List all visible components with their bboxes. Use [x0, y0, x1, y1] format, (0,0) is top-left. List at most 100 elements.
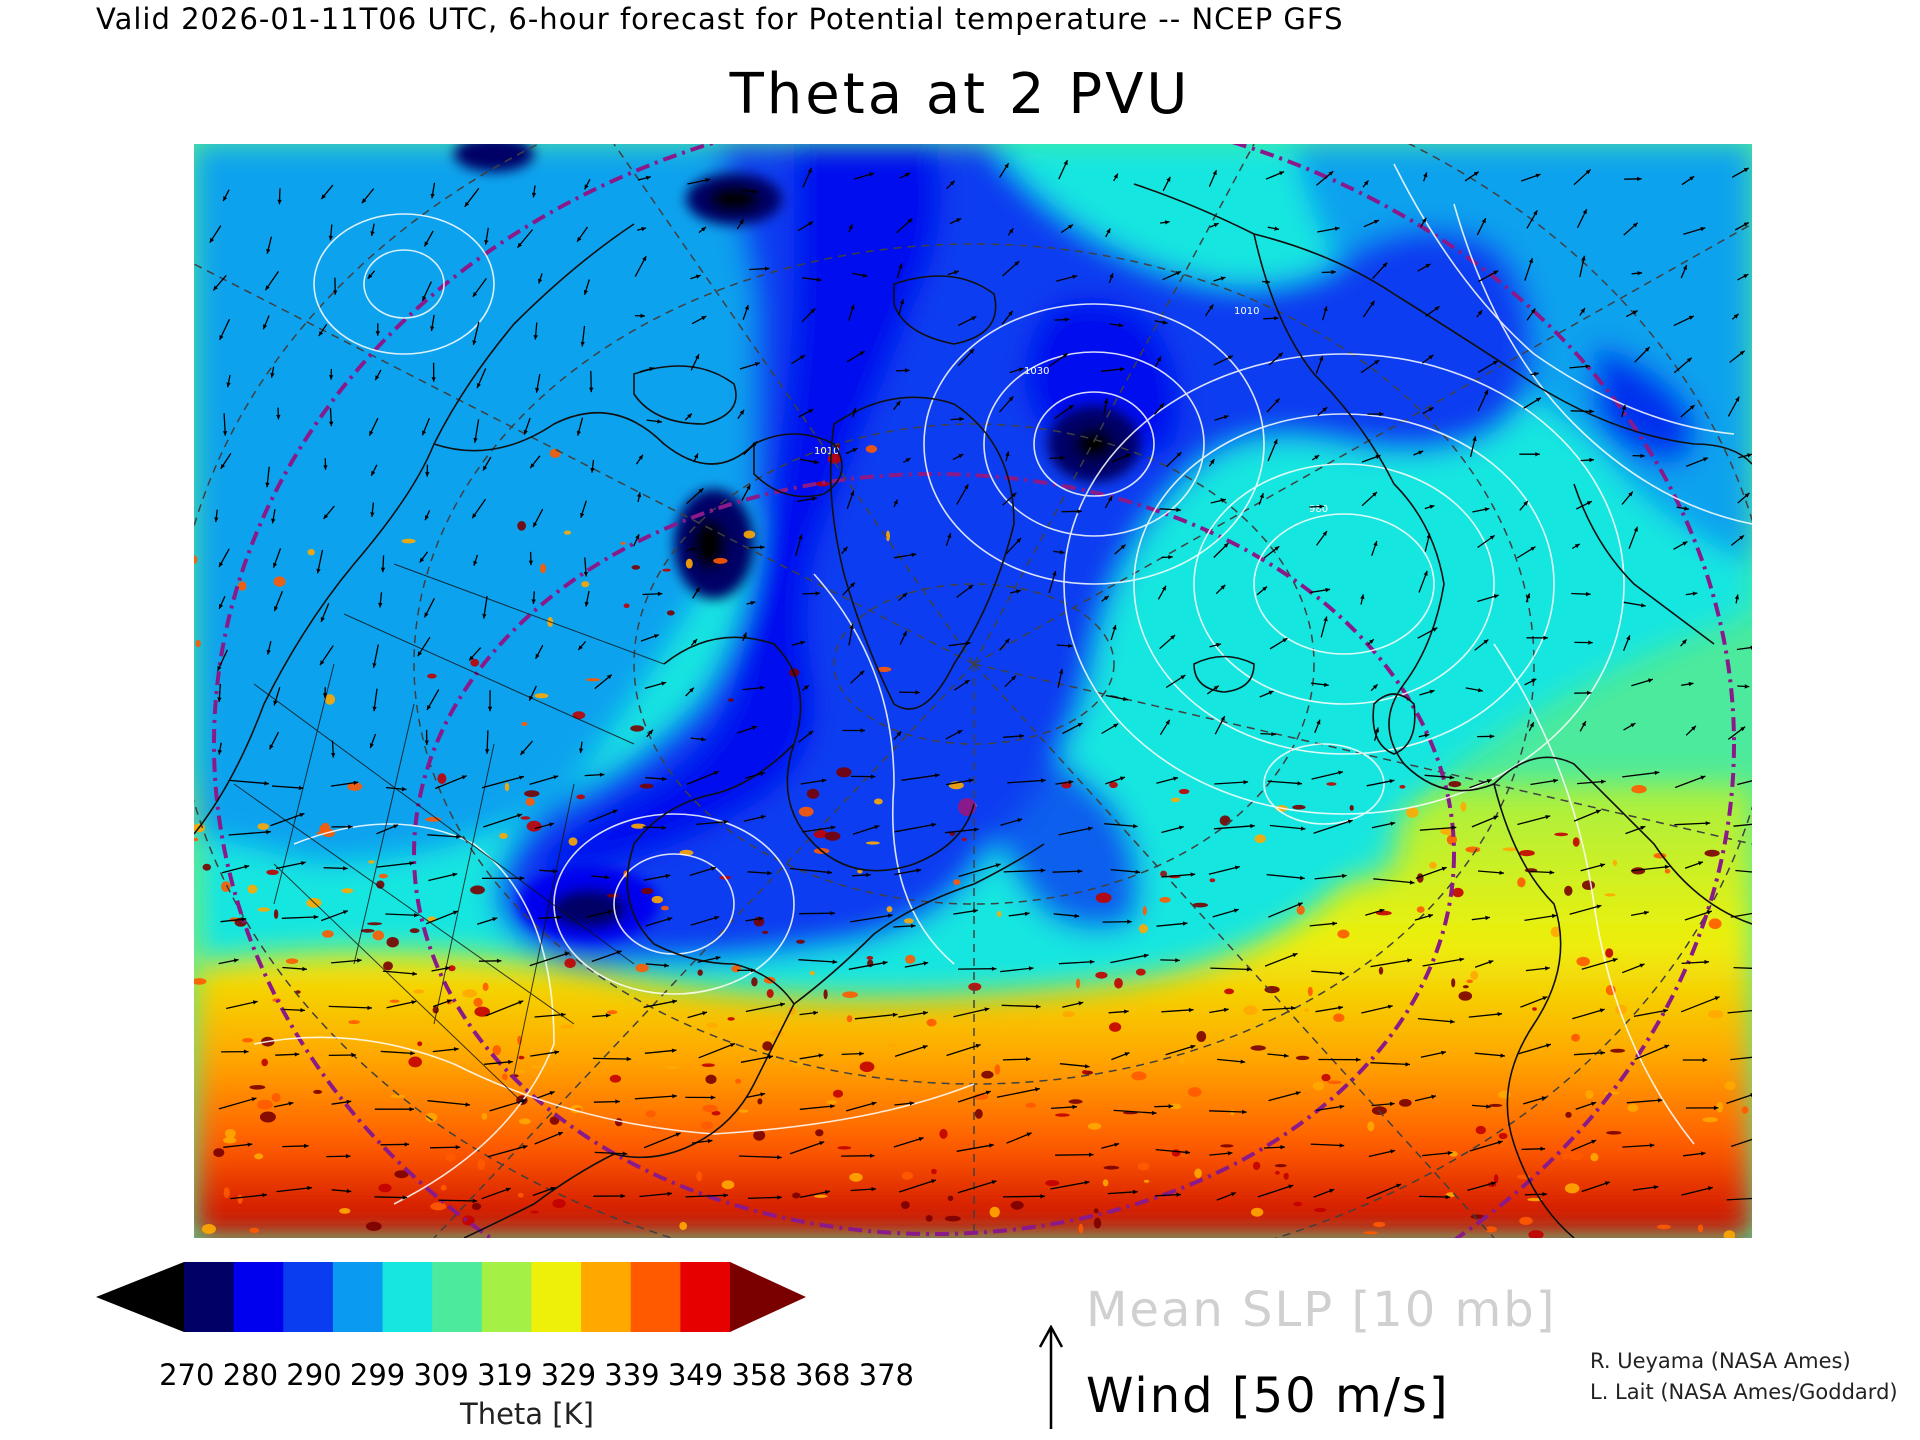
wind-vector — [438, 1198, 478, 1204]
wind-vector — [1471, 915, 1491, 921]
theta-speckle — [700, 1121, 714, 1130]
wind-vector — [690, 915, 720, 926]
wind-vector — [1309, 587, 1331, 594]
wind-vector — [1581, 958, 1618, 970]
wind-vector — [639, 1191, 673, 1198]
wind-vector — [736, 218, 745, 230]
theta-speckle — [1567, 1151, 1583, 1161]
wind-vector — [319, 645, 334, 666]
wind-vector — [1420, 217, 1427, 228]
theta-speckle — [1708, 918, 1722, 929]
wind-vector — [1007, 227, 1014, 236]
wind-vector — [212, 274, 227, 291]
wind-vector — [1685, 457, 1709, 468]
wind-vector — [1625, 310, 1639, 318]
theta-speckle — [259, 1111, 276, 1123]
wind-vector — [1114, 544, 1126, 555]
theta-speckle — [1498, 1090, 1511, 1099]
theta-speckle — [430, 1202, 447, 1211]
theta-speckle — [651, 895, 663, 904]
wind-vector — [1155, 1148, 1191, 1155]
wind-vector — [1418, 733, 1430, 738]
wind-vector — [1734, 221, 1750, 231]
wind-vector — [845, 447, 858, 455]
wind-vector — [590, 459, 595, 473]
wind-vector — [1631, 864, 1670, 872]
theta-speckle — [606, 893, 619, 898]
theta-speckle — [348, 1020, 360, 1025]
wind-vector — [1734, 594, 1740, 604]
wind-vector — [230, 1193, 268, 1200]
wind-vector — [691, 315, 707, 325]
wind-vector — [1467, 1181, 1497, 1192]
colorbar-tick-labels: 270 280 290 299 309 319 329 339 349 358 368 378 — [155, 1358, 918, 1392]
theta-speckle — [524, 790, 540, 797]
wind-vector — [584, 772, 605, 777]
theta-speckle — [425, 1112, 438, 1123]
wind-vector — [1474, 960, 1494, 968]
wind-vector — [376, 861, 415, 868]
wind-vector — [1425, 305, 1440, 317]
theta-speckle — [368, 860, 375, 864]
wind-vector — [693, 453, 699, 463]
theta-speckle — [1373, 1221, 1386, 1228]
theta-speckle — [739, 1053, 746, 1059]
theta-speckle — [1604, 893, 1616, 897]
wind-vector — [1477, 594, 1499, 603]
wind-vector — [848, 960, 888, 970]
theta-speckle — [660, 905, 669, 911]
wind-vector — [1681, 175, 1695, 186]
wind-vector — [1313, 1188, 1335, 1198]
wind-vector — [1315, 355, 1324, 374]
wind-vector — [1155, 1192, 1182, 1197]
wind-vector — [577, 641, 587, 651]
wind-vector — [1524, 678, 1537, 686]
wind-vector — [594, 1151, 628, 1156]
wind-vector — [644, 1048, 677, 1054]
wind-vector — [893, 400, 902, 411]
colorbar-tick-label: 280 — [222, 1358, 279, 1392]
wind-vector — [894, 822, 937, 833]
wind-vector — [271, 509, 276, 524]
wind-vector — [1370, 958, 1413, 968]
wind-vector — [1103, 398, 1109, 416]
theta-speckle — [1702, 1117, 1718, 1123]
wind-vector — [1113, 173, 1119, 182]
wind-vector — [896, 368, 910, 373]
wind-vector — [643, 1132, 681, 1149]
wind-vector — [640, 634, 660, 642]
theta-speckle — [1429, 861, 1437, 869]
theta-speckle — [1627, 1103, 1639, 1112]
wind-vector — [430, 314, 435, 332]
wind-vector — [802, 167, 813, 188]
theta-speckle — [576, 794, 586, 800]
theta-speckle — [1460, 801, 1467, 812]
wind-vector — [1003, 868, 1046, 873]
wind-vector — [472, 278, 487, 298]
theta-speckle — [1179, 1054, 1185, 1065]
wind-vector — [331, 1188, 352, 1194]
theta-speckle — [1093, 1208, 1099, 1214]
wind-vector — [320, 910, 349, 922]
colorbar-tick-label: 378 — [858, 1358, 914, 1392]
wind-vector — [1419, 689, 1435, 696]
wind-vector — [1110, 624, 1117, 641]
theta-speckle — [662, 568, 671, 572]
wind-vector — [1474, 1052, 1506, 1058]
wind-vector — [328, 1005, 373, 1010]
political-boundaries — [233, 563, 665, 1105]
theta-speckle — [564, 958, 576, 969]
wind-vector — [745, 1002, 786, 1013]
wind-vector — [531, 591, 536, 605]
theta-speckle — [939, 1128, 948, 1139]
wind-vector — [426, 689, 440, 711]
wind-vector — [1422, 172, 1428, 182]
theta-speckle — [1209, 878, 1216, 883]
wind-vector — [852, 825, 880, 835]
theta-speckle — [1045, 1180, 1060, 1187]
wind-vector — [281, 914, 319, 920]
wind-vector — [1727, 396, 1740, 417]
theta-speckle — [390, 1094, 406, 1098]
colorbar-tick-label: 290 — [286, 1358, 342, 1392]
wind-vector — [370, 223, 375, 237]
